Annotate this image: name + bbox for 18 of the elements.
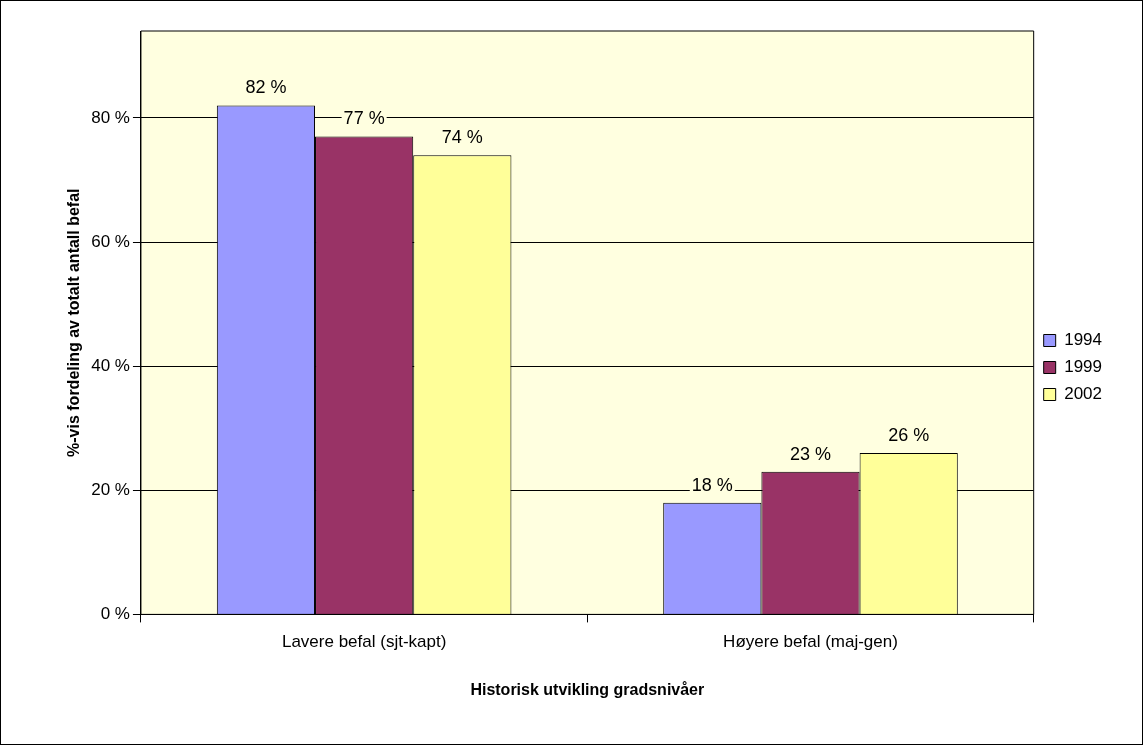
data-label: 82 %: [245, 77, 287, 98]
data-label: 77 %: [343, 108, 385, 129]
y-tick-label: 60 %: [91, 231, 130, 251]
y-tick-label: 0 %: [100, 604, 130, 624]
data-label: 26 %: [888, 425, 930, 445]
y-tick-label: 40 %: [91, 355, 130, 375]
x-tick-label: Lavere befal (sjt-kapt): [281, 632, 447, 652]
legend-label: 1994: [1064, 330, 1103, 350]
y-tick-label: 20 %: [91, 479, 130, 499]
y-axis-title: %-vis fordeling av totalt antall befal: [65, 188, 83, 457]
data-label: 18 %: [691, 474, 733, 495]
x-axis-title: Historisk utvikling gradsnivåer: [470, 680, 705, 698]
legend-label: 2002: [1064, 384, 1103, 404]
x-tick-label: Høyere befal (maj-gen): [723, 632, 898, 652]
y-tick-label: 80 %: [91, 107, 130, 127]
data-label: 23 %: [789, 443, 832, 464]
data-label: 74 %: [441, 127, 483, 148]
legend-label: 1999: [1064, 357, 1103, 377]
